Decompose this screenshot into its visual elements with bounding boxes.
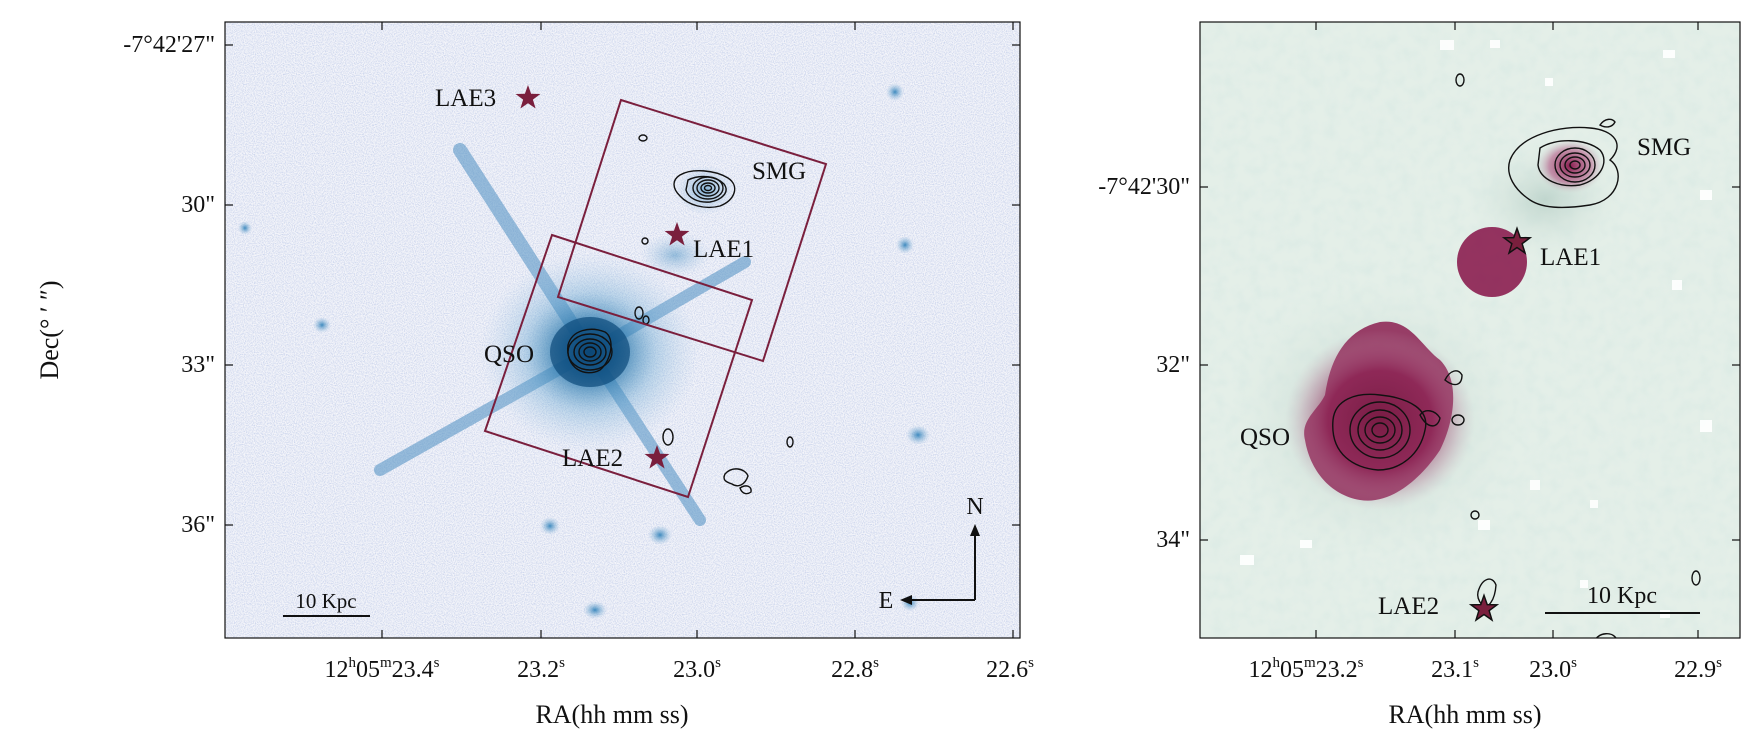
right-panel: -7°42'30" 32" 34" 12h05m23.2s 23.1s 23.0… — [1098, 21, 1741, 729]
slit-box-upper — [556, 98, 828, 363]
compass-north-label: N — [966, 494, 983, 520]
right-xtick-label: 22.9s — [1674, 655, 1722, 683]
label-lae2: LAE2 — [1378, 593, 1439, 620]
label-lae2: LAE2 — [562, 445, 623, 472]
right-xtick-label: 23.1s — [1431, 655, 1479, 683]
right-ytick-label: 34" — [1156, 527, 1190, 553]
right-scalebar-label: 10 Kpc — [1587, 583, 1657, 609]
left-xtick-label: 12h05m23.4s — [324, 655, 439, 683]
left-ticks — [225, 22, 1020, 638]
ylabel: Dec(° ′ ″) — [35, 280, 64, 379]
left-image — [225, 22, 1020, 638]
north-arrow-icon — [970, 524, 980, 536]
east-arrow-icon — [900, 595, 912, 605]
left-frame — [224, 21, 1021, 639]
left-contours — [567, 134, 794, 495]
right-contours — [1332, 73, 1701, 638]
left-xtick-label: 23.0s — [673, 655, 721, 683]
right-ticks — [1200, 22, 1740, 638]
right-frame — [1199, 21, 1741, 639]
left-xtick-label: 22.8s — [831, 655, 879, 683]
right-ytick-label: -7°42'30" — [1098, 174, 1190, 200]
label-lae1: LAE1 — [1540, 244, 1601, 271]
compass: N E — [879, 494, 984, 614]
right-ytick-label: 32" — [1156, 352, 1190, 378]
left-slit-boxes — [483, 98, 828, 499]
label-smg: SMG — [752, 158, 806, 185]
label-qso: QSO — [1240, 424, 1290, 451]
left-ytick-label: 30" — [181, 192, 215, 218]
left-panel: -7°42'27" 30" 33" 36" 12h05m23.4s 23.2s … — [35, 21, 1034, 729]
left-ytick-label: 36" — [181, 512, 215, 538]
slit-box-lower — [483, 233, 754, 499]
label-lae3: LAE3 — [435, 85, 496, 112]
left-ytick-label: -7°42'27" — [123, 32, 215, 58]
label-lae1: LAE1 — [693, 236, 754, 263]
label-qso: QSO — [484, 341, 534, 368]
right-xtick-label: 12h05m23.2s — [1248, 655, 1363, 683]
right-image — [1200, 22, 1740, 638]
compass-east-label: E — [879, 588, 894, 614]
right-xtick-label: 23.0s — [1529, 655, 1577, 683]
label-smg: SMG — [1637, 134, 1691, 161]
right-xlabel: RA(hh mm ss) — [1388, 700, 1541, 729]
left-xlabel: RA(hh mm ss) — [535, 700, 688, 729]
left-xtick-label: 23.2s — [517, 655, 565, 683]
left-scalebar-label: 10 Kpc — [295, 589, 356, 613]
left-ytick-label: 33" — [181, 352, 215, 378]
left-xtick-label: 22.6s — [986, 655, 1034, 683]
